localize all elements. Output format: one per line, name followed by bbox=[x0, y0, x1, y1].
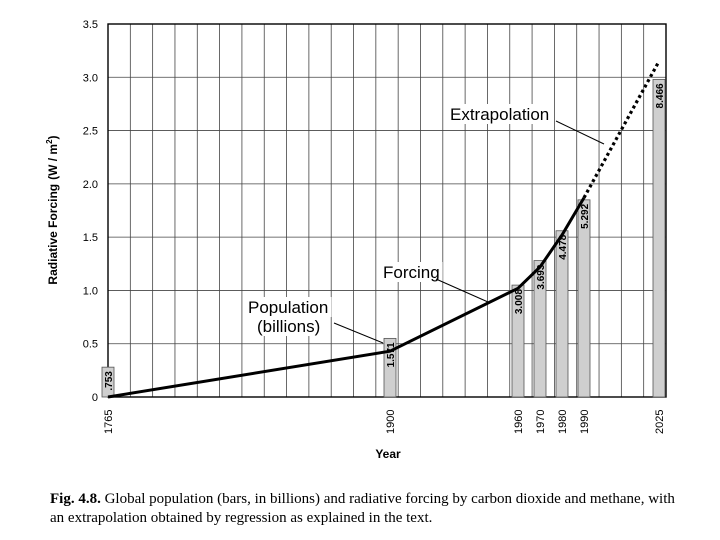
x-tick-label: 1980 bbox=[557, 410, 569, 434]
population-bar bbox=[533, 260, 547, 398]
y-tick-label: 1.5 bbox=[83, 232, 98, 244]
grid bbox=[107, 23, 667, 398]
annotation-extrapolation-bg bbox=[447, 104, 553, 124]
bar-value-label: 3.008 bbox=[514, 289, 525, 314]
x-tick-label: 1765 bbox=[103, 410, 115, 434]
population-bar bbox=[652, 79, 666, 398]
annotations: Population(billions) Forcing Extrapolation bbox=[245, 104, 605, 344]
bar-value-label: 8.466 bbox=[655, 83, 666, 108]
y-tick-label: 2.5 bbox=[83, 126, 98, 138]
caption-text: Global population (bars, in billions) an… bbox=[50, 491, 675, 526]
y-tick-label: 0.5 bbox=[83, 339, 98, 351]
annotation-forcing: Forcing bbox=[383, 263, 440, 282]
population-bar bbox=[511, 284, 525, 398]
y-tick-label: 0 bbox=[92, 392, 98, 404]
annotation-population-units: (billions) bbox=[257, 317, 320, 336]
annotation-population: Population bbox=[248, 298, 328, 317]
x-tick-label: 1970 bbox=[535, 410, 547, 434]
bar-value-label: 3.693 bbox=[536, 264, 547, 289]
annotation-population-leader bbox=[333, 322, 384, 344]
forcing-line bbox=[107, 196, 586, 399]
axis-ticks: 0 0.5 1.0 1.5 2.0 2.5 3.0 3.5 1765 1900 1960 1970 19… bbox=[83, 19, 666, 434]
extrapolation-line bbox=[582, 60, 661, 199]
annotation-population-units-bg bbox=[254, 316, 324, 336]
population-bars: .753 1.571 3.008 3.693 4.478 5.292 8.466 bbox=[101, 79, 666, 398]
chart: .753 1.571 3.008 3.693 4.478 5.292 8.466 0 0.5 1… bbox=[45, 19, 667, 461]
y-tick-label: 2.0 bbox=[83, 179, 98, 191]
bar-value-label: .753 bbox=[104, 371, 115, 391]
bar-value-label: 4.478 bbox=[558, 234, 569, 259]
x-tick-label: 2025 bbox=[654, 410, 666, 434]
annotation-extrapolation-leader bbox=[555, 120, 605, 145]
x-axis-label: Year bbox=[375, 447, 401, 461]
bar-value-label: 1.571 bbox=[386, 342, 397, 367]
figure-caption: Fig. 4.8. Global population (bars, in bi… bbox=[50, 490, 690, 528]
y-tick-label: 3.0 bbox=[83, 72, 98, 84]
x-tick-label: 1900 bbox=[385, 410, 397, 434]
axis-labels: Year Radiative Forcing(W / m2) bbox=[45, 135, 401, 461]
annotation-forcing-leader bbox=[435, 278, 489, 303]
population-bar bbox=[555, 230, 569, 398]
x-tick-label: 1960 bbox=[513, 410, 525, 434]
bar-value-label: 5.292 bbox=[580, 203, 591, 228]
y-axis-label: Radiative Forcing(W / m2) bbox=[45, 135, 60, 284]
caption-label: Fig. 4.8. bbox=[50, 491, 101, 507]
annotation-forcing-bg bbox=[380, 262, 443, 282]
x-tick-label: 1990 bbox=[579, 410, 591, 434]
y-tick-label: 1.0 bbox=[83, 285, 98, 297]
y-tick-label: 3.5 bbox=[83, 19, 98, 31]
annotation-population-bg bbox=[245, 297, 332, 317]
annotation-extrapolation: Extrapolation bbox=[450, 105, 549, 124]
forcing-series bbox=[107, 60, 661, 399]
